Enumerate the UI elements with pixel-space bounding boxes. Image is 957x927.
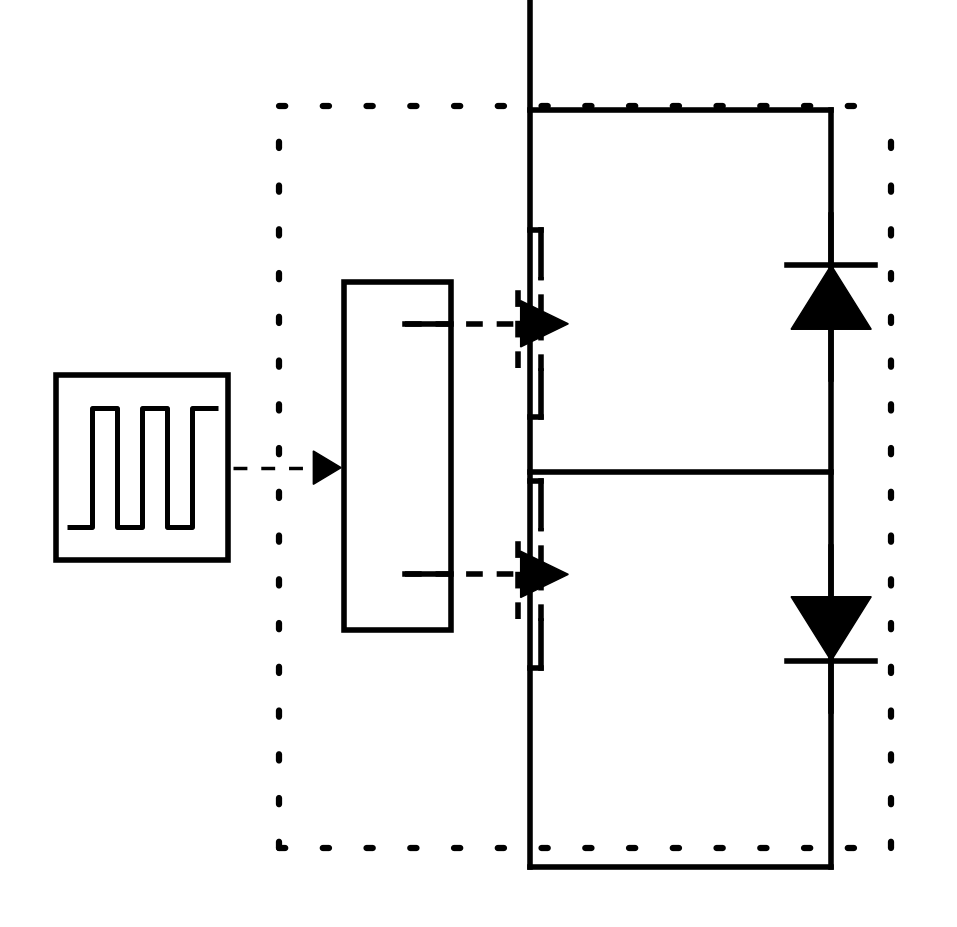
Polygon shape: [791, 266, 871, 330]
Polygon shape: [791, 597, 871, 661]
Polygon shape: [521, 552, 568, 598]
Polygon shape: [313, 451, 341, 485]
Polygon shape: [521, 301, 568, 348]
